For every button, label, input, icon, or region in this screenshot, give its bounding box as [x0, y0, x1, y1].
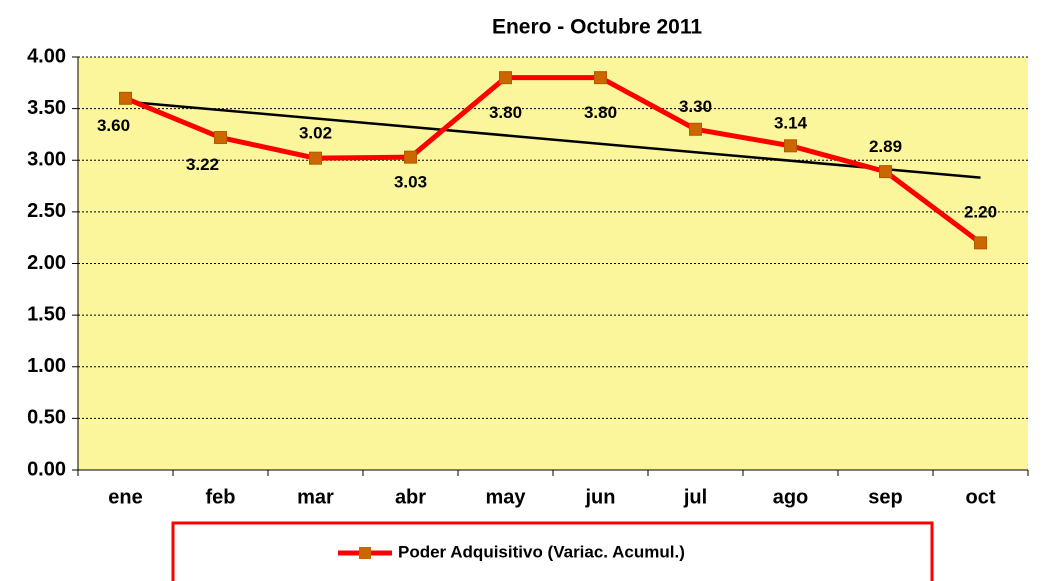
- data-label: 3.30: [679, 97, 712, 116]
- marker: [309, 151, 322, 165]
- x-tick-label: feb: [206, 486, 236, 508]
- x-tick-label: ene: [108, 486, 142, 508]
- data-label: 3.80: [584, 103, 617, 122]
- y-tick-label: 2.50: [27, 200, 66, 222]
- marker: [404, 150, 417, 164]
- x-tick-label: abr: [395, 486, 426, 508]
- chart-title: Enero - Octubre 2011: [492, 16, 702, 39]
- x-tick-label: mar: [297, 486, 334, 508]
- marker: [119, 91, 132, 105]
- data-label: 3.02: [299, 124, 332, 143]
- x-tick-label: sep: [868, 486, 902, 508]
- y-tick-label: 0.50: [27, 407, 66, 429]
- y-tick-label: 2.00: [27, 252, 66, 274]
- legend-box: [171, 521, 934, 581]
- series-line: [124, 75, 982, 245]
- data-label: 3.80: [489, 103, 522, 122]
- y-tick-label: 3.00: [27, 149, 66, 171]
- data-label: 3.60: [97, 116, 130, 135]
- marker: [784, 139, 797, 153]
- marker: [214, 131, 227, 145]
- marker: [879, 165, 892, 179]
- x-tick-label: may: [485, 486, 526, 508]
- x-tick-label: ago: [773, 486, 809, 508]
- trendline: [125, 100, 981, 179]
- data-label: 3.14: [774, 113, 808, 132]
- marker: [689, 122, 702, 136]
- data-label: 2.20: [964, 202, 997, 221]
- data-label: 3.03: [394, 173, 427, 192]
- marker: [594, 71, 607, 85]
- y-tick-label: 1.50: [27, 303, 66, 325]
- marker: [974, 236, 987, 250]
- x-tick-label: oct: [966, 486, 996, 508]
- plot-area: [78, 57, 1028, 470]
- legend-marker: [359, 547, 371, 559]
- x-tick-label: jun: [585, 486, 616, 508]
- x-tick-label: jul: [683, 486, 707, 508]
- y-tick-label: 3.50: [27, 97, 66, 119]
- legend-label: Poder Adquisitivo (Variac. Acumul.): [398, 542, 685, 561]
- data-label: 2.89: [869, 137, 902, 156]
- y-tick-label: 0.00: [27, 458, 66, 480]
- y-tick-label: 4.00: [27, 45, 66, 67]
- data-label: 3.22: [186, 155, 219, 174]
- marker: [499, 71, 512, 85]
- y-tick-label: 1.00: [27, 355, 66, 377]
